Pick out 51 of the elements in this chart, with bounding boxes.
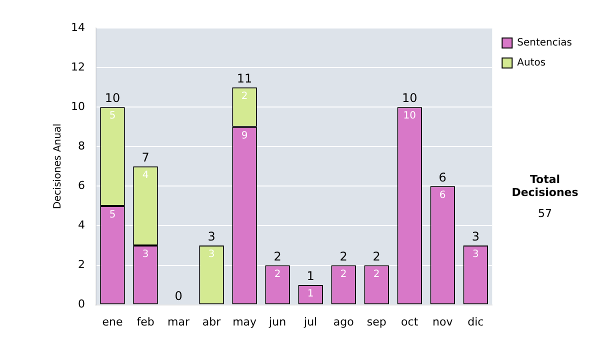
x-tick-label: jul	[303, 315, 318, 328]
total-label: 3	[208, 230, 216, 244]
data-label: 3	[208, 249, 215, 260]
y-tick-label: 4	[78, 218, 85, 232]
x-tick-label: sep	[366, 315, 386, 328]
x-tick-label: jun	[268, 315, 286, 328]
total-label: 6	[438, 170, 446, 184]
data-label: 2	[241, 90, 248, 102]
text: Total Decisiones	[510, 173, 580, 199]
data-label: 6	[439, 190, 446, 201]
total-label: 0	[174, 288, 182, 303]
data-label: 5	[109, 210, 116, 221]
y-tick-label: 2	[78, 258, 85, 272]
y-tick-label: 12	[70, 60, 85, 74]
y-axis-title: Decisiones Anual	[52, 124, 64, 210]
x-tick-label: nov	[432, 315, 454, 328]
data-label: 3	[472, 249, 479, 260]
y-tick-label: 6	[78, 179, 85, 192]
total-label: 2	[340, 249, 348, 264]
legend-label: Autos	[517, 58, 546, 69]
data-label: 10	[403, 110, 416, 122]
x-tick-label: ene	[102, 315, 123, 328]
total-label: 11	[236, 71, 252, 86]
y-tick-label: 8	[78, 139, 85, 152]
x-tick-label: dic	[468, 315, 484, 328]
data-label: 4	[142, 170, 149, 181]
text: 57	[537, 207, 553, 220]
total-label: 3	[472, 230, 480, 244]
total-label: 1	[306, 269, 314, 284]
data-label: 9	[241, 130, 248, 142]
total-label: 2	[372, 249, 380, 264]
x-tick-label: abr	[202, 315, 222, 328]
data-label: 1	[307, 288, 314, 300]
data-label: 5	[109, 110, 116, 122]
data-label: 2	[274, 268, 281, 280]
data-label: 2	[373, 268, 380, 280]
x-tick-label: mar	[168, 315, 190, 328]
y-tick-label: 14	[70, 20, 85, 34]
y-tick-label: 10	[70, 100, 85, 113]
data-label: 3	[142, 249, 149, 260]
legend-label: Sentencias	[517, 38, 572, 49]
total-label: 7	[142, 150, 150, 165]
total-label: 10	[104, 91, 120, 106]
x-tick-label: feb	[136, 315, 154, 328]
x-tick-label: may	[232, 315, 258, 328]
data-label: 2	[340, 268, 347, 280]
total-label: 10	[402, 91, 418, 106]
total-label: 2	[274, 249, 282, 264]
x-tick-label: ago	[333, 315, 354, 328]
x-tick-label: oct	[401, 315, 419, 328]
y-tick-label: 0	[78, 298, 85, 311]
